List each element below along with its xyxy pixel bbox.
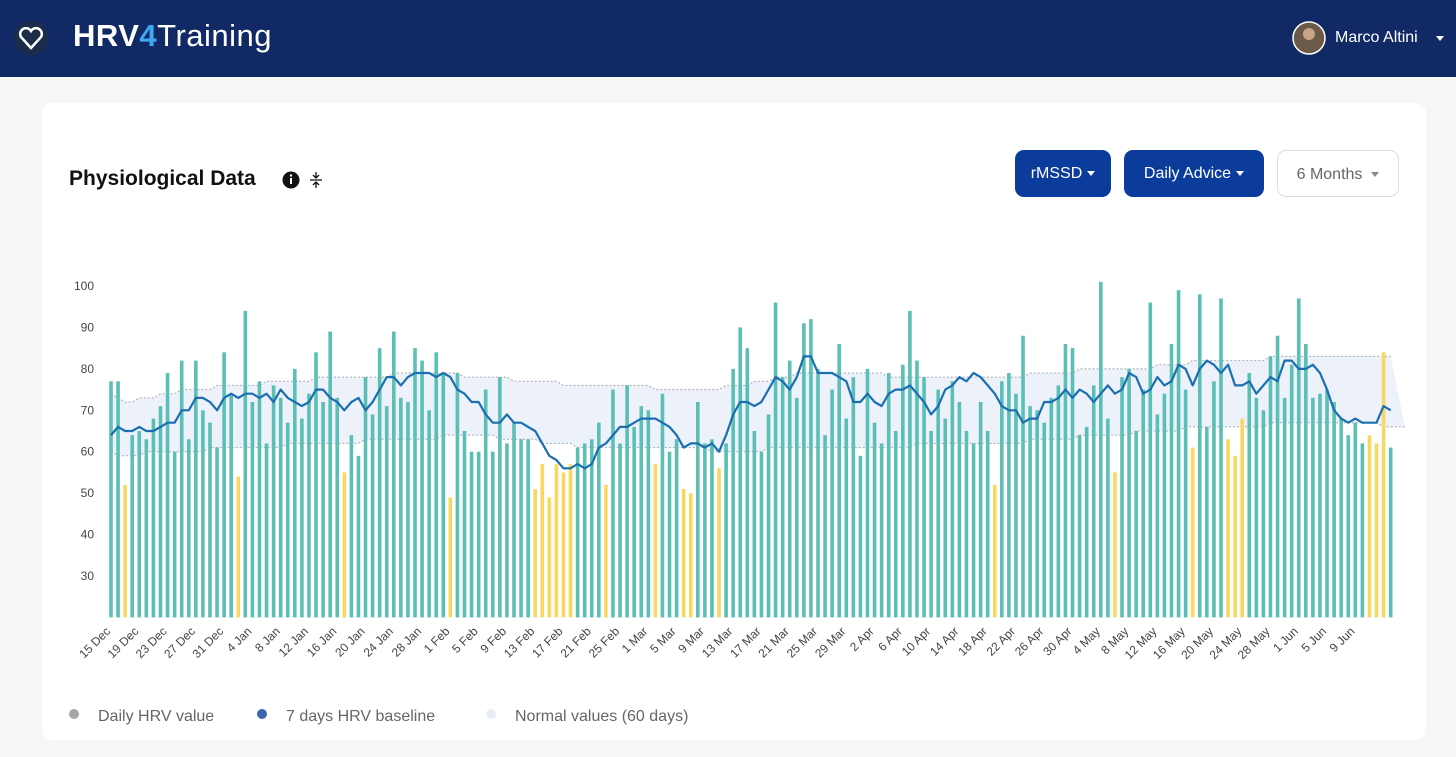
logo xyxy=(14,21,48,55)
button-label: 6 Months xyxy=(1296,166,1363,183)
user-menu[interactable]: Marco Altini xyxy=(1335,29,1418,46)
card xyxy=(42,103,1426,740)
button-label: rMSSD xyxy=(1030,165,1083,182)
button-label: Daily Advice xyxy=(1143,165,1232,182)
navbar: HRV4Training Marco Altini xyxy=(0,0,1456,77)
range-dropdown[interactable]: 6 Months xyxy=(1277,150,1399,197)
card-title: Physiological Data xyxy=(69,167,256,190)
brand-part: 4 xyxy=(139,18,158,53)
brand-part: HRV xyxy=(73,18,140,53)
metric-dropdown[interactable]: rMSSD xyxy=(1015,150,1111,197)
advice-dropdown[interactable]: Daily Advice xyxy=(1124,150,1264,197)
brand: HRV4Training xyxy=(73,18,272,54)
brand-part: Training xyxy=(157,18,273,53)
